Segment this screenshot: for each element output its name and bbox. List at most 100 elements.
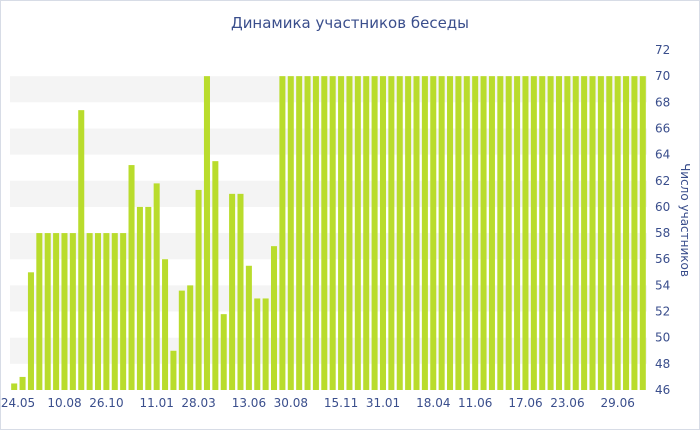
bar: [589, 76, 596, 391]
bar: [371, 76, 378, 391]
x-tick-label: 18.04: [416, 396, 450, 410]
bar: [631, 76, 638, 391]
bar: [623, 76, 630, 391]
bar: [405, 76, 412, 391]
bar: [195, 189, 202, 390]
bar: [69, 233, 76, 390]
bar: [388, 76, 395, 391]
y-tick-label: 56: [655, 252, 670, 266]
bar: [530, 76, 537, 391]
bar: [505, 76, 512, 391]
bar: [639, 76, 646, 391]
bar: [44, 233, 51, 390]
bar: [53, 233, 60, 390]
bar: [262, 298, 269, 390]
bar: [19, 376, 26, 390]
x-tick-label: 10.08: [47, 396, 81, 410]
x-tick-label: 31.01: [366, 396, 400, 410]
x-axis-ticks: 24.05 10.08 26.10 11.01 28.03 13.06 30.08 15.11…: [1, 396, 635, 410]
y-tick-label: 70: [655, 69, 670, 83]
y-tick-label: 62: [655, 174, 670, 188]
y-tick-label: 68: [655, 95, 670, 109]
bar: [413, 76, 420, 391]
bar: [103, 233, 110, 390]
y-axis-label: Число участников: [678, 163, 692, 277]
bar: [271, 246, 278, 390]
y-tick-label: 66: [655, 122, 670, 136]
bar: [447, 76, 454, 391]
bar: [497, 76, 504, 391]
chart-title: Динамика участников беседы: [231, 14, 469, 32]
bar: [555, 76, 563, 391]
x-tick-label: 11.01: [140, 396, 174, 410]
x-tick-label: 17.06: [508, 396, 542, 410]
bar: [203, 76, 210, 391]
bar: [162, 259, 169, 390]
x-tick-label: 13.06: [232, 396, 266, 410]
bar: [120, 233, 127, 390]
bar: [86, 233, 93, 390]
bar: [597, 76, 604, 391]
bar: [514, 76, 521, 391]
bar: [396, 76, 403, 391]
bar: [581, 76, 588, 391]
bar: [363, 76, 370, 391]
bar: [614, 76, 621, 391]
bar: [338, 76, 345, 391]
bar: [321, 76, 328, 391]
bar: [346, 76, 353, 391]
bar: [237, 193, 244, 390]
x-tick-label: 30.08: [274, 396, 308, 410]
bar: [78, 110, 85, 391]
bar: [488, 76, 495, 391]
bar: [170, 350, 177, 390]
bar: [128, 165, 135, 390]
bar: [606, 76, 613, 391]
bar: [187, 285, 194, 390]
bar: [421, 76, 428, 391]
bar: [279, 76, 286, 391]
x-tick-label: 28.03: [181, 396, 215, 410]
bar: [145, 206, 152, 390]
y-tick-label: 58: [655, 226, 670, 240]
bar: [94, 233, 102, 390]
y-tick-label: 52: [655, 305, 670, 319]
y-tick-label: 46: [655, 383, 670, 397]
y-tick-label: 64: [655, 148, 670, 162]
y-tick-label: 60: [655, 200, 670, 214]
y-tick-label: 72: [655, 43, 670, 57]
bar: [220, 314, 227, 390]
bar: [522, 76, 529, 391]
x-tick-label: 23.06: [550, 396, 584, 410]
bar: [296, 76, 303, 391]
x-tick-label: 15.11: [324, 396, 358, 410]
bar: [539, 76, 546, 391]
bar: [27, 272, 34, 390]
bar: [153, 183, 160, 390]
bar: [11, 383, 18, 390]
bar: [438, 76, 445, 391]
bar: [36, 233, 43, 390]
bar: [547, 76, 554, 391]
bar: [212, 161, 219, 390]
bar: [178, 290, 185, 390]
bar-series: [11, 76, 646, 391]
bar: [229, 193, 236, 390]
bar: [572, 76, 579, 391]
bar: [312, 76, 319, 391]
x-tick-label: 29.06: [601, 396, 635, 410]
bar: [463, 76, 470, 391]
bar: [354, 76, 361, 391]
bar: [480, 76, 487, 391]
bar: [430, 76, 437, 391]
x-tick-label: 11.06: [458, 396, 492, 410]
bar: [455, 76, 462, 391]
bar: [564, 76, 571, 391]
bar: [304, 76, 311, 391]
bar: [254, 298, 261, 390]
y-tick-label: 54: [655, 278, 670, 292]
bar: [287, 76, 294, 391]
y-tick-label: 48: [655, 357, 670, 371]
bar: [379, 76, 386, 391]
